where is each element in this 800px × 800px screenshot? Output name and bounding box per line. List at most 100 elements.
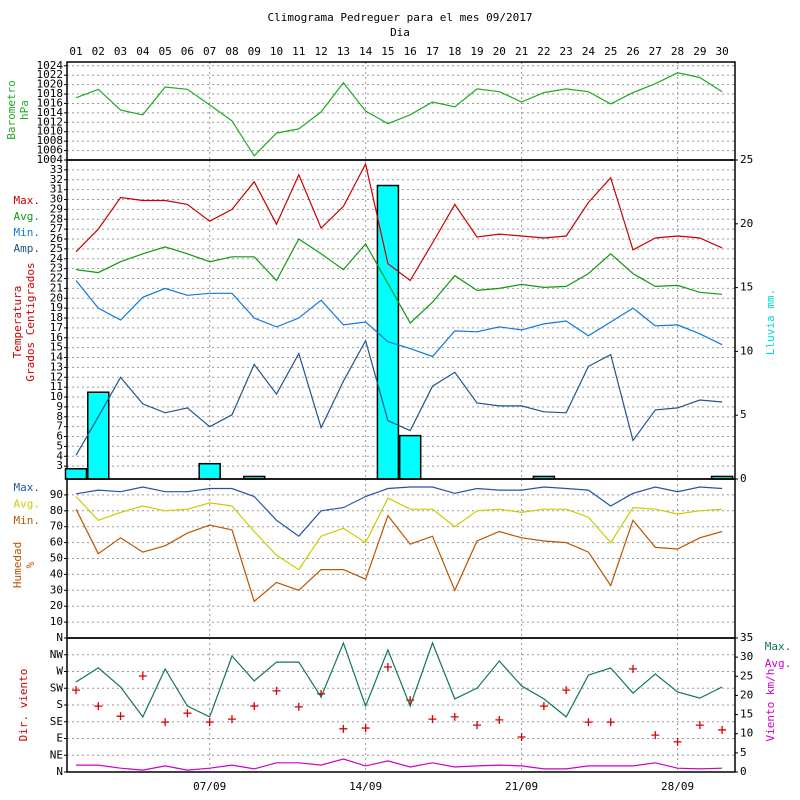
marker — [227, 715, 236, 724]
y-tick-label: 40 — [50, 567, 63, 580]
x-tick-label: 25 — [604, 45, 617, 58]
y-axis-title: hPa — [18, 100, 31, 120]
y-tick-label: W — [56, 665, 63, 678]
marker — [651, 731, 660, 740]
y2-tick-label: 10 — [740, 727, 753, 740]
x-tick-label: 11 — [292, 45, 305, 58]
y-tick-label: 1022 — [37, 68, 64, 81]
x-tick-label: 26 — [626, 45, 639, 58]
x-tick-label: 19 — [470, 45, 483, 58]
y-axis-title: Grados Centigrados — [24, 262, 37, 381]
y-tick-label: 22 — [50, 272, 63, 285]
y2-tick-label: 0 — [740, 765, 747, 778]
y-tick-label: 3 — [56, 459, 63, 472]
y-tick-label: 16 — [50, 331, 63, 344]
date-label: 14/09 — [349, 780, 382, 793]
x-tick-label: 21 — [515, 45, 528, 58]
y-tick-label: 80 — [50, 504, 63, 517]
y2-tick-label: 0 — [740, 472, 747, 485]
x-tick-label: 06 — [181, 45, 194, 58]
marker — [473, 721, 482, 730]
marker — [673, 737, 682, 746]
line — [75, 238, 723, 324]
y-tick-label: 9 — [56, 400, 63, 413]
date-label: 07/09 — [193, 780, 226, 793]
marker — [562, 686, 571, 695]
line — [75, 496, 723, 571]
y2-axis-title: Lluvia mm. — [764, 289, 777, 355]
y-tick-label: 50 — [50, 552, 63, 565]
y2-tick-label: 20 — [740, 688, 753, 701]
marker — [428, 715, 437, 724]
legend-entry: Max. — [14, 481, 41, 494]
x-tick-label: 29 — [693, 45, 706, 58]
x-tick-label: 27 — [649, 45, 662, 58]
marker — [250, 702, 259, 711]
y-tick-label: N — [56, 765, 63, 778]
bar — [64, 468, 88, 480]
marker — [361, 724, 370, 733]
line — [75, 162, 723, 282]
chart-title: Climograma Pedreguer para el mes 09/2017 — [268, 11, 533, 24]
legend-entry: Avg. — [14, 498, 41, 511]
line — [75, 72, 723, 157]
y-tick-label: 20 — [50, 599, 63, 612]
x-axis-title: Dia — [390, 26, 410, 39]
y2-tick-label: 35 — [740, 631, 753, 644]
y-tick-label: E — [56, 732, 63, 745]
y-tick-label: 33 — [50, 163, 63, 176]
x-tick-label: 02 — [92, 45, 105, 58]
y2-tick-label: 15 — [740, 708, 753, 721]
y-tick-label: 20 — [50, 291, 63, 304]
marker — [294, 702, 303, 711]
y-tick-label: 11 — [50, 380, 63, 393]
panel-frame — [66, 61, 736, 161]
x-tick-label: 03 — [114, 45, 127, 58]
line — [76, 758, 723, 771]
y-tick-label: S — [56, 698, 63, 711]
legend-entry: Amp. — [14, 242, 41, 255]
y-tick-label: 10 — [50, 615, 63, 628]
y2-tick-label: 5 — [740, 746, 747, 759]
marker — [72, 686, 80, 695]
x-tick-label: 17 — [426, 45, 439, 58]
y-tick-label: 60 — [50, 536, 63, 549]
x-tick-label: 28 — [671, 45, 684, 58]
y2-tick-label: 25 — [740, 669, 753, 682]
x-tick-label: 22 — [537, 45, 550, 58]
y-tick-label: 1010 — [37, 125, 64, 138]
legend-entry: Avg. — [14, 210, 41, 223]
y-tick-label: N — [56, 631, 63, 644]
date-label: 28/09 — [661, 780, 694, 793]
y-tick-label: SE — [50, 715, 63, 728]
marker — [161, 718, 170, 727]
y-tick-label: 18 — [50, 311, 63, 324]
legend-entry: Min. — [14, 226, 41, 239]
y-tick-label: 30 — [50, 193, 63, 206]
marker — [539, 702, 548, 711]
line — [75, 486, 723, 538]
marker — [116, 712, 125, 721]
y-tick-label: 10 — [50, 390, 63, 403]
y-tick-label: 1024 — [37, 59, 64, 72]
marker — [138, 671, 147, 680]
x-tick-label: 07 — [203, 45, 216, 58]
y-tick-label: 1018 — [37, 87, 64, 100]
y-tick-label: SW — [50, 681, 64, 694]
y2-tick-label: 10 — [740, 344, 753, 357]
y-tick-label: 1016 — [37, 96, 64, 109]
y-tick-label: 1020 — [37, 78, 64, 91]
y-axis-title: % — [24, 561, 37, 568]
panel-frame — [66, 637, 736, 773]
y-tick-label: 14 — [50, 351, 64, 364]
y2-tick-label: 25 — [740, 153, 753, 166]
x-tick-label: 14 — [359, 45, 373, 58]
line — [75, 508, 723, 603]
y-axis-title: Humedad — [11, 542, 24, 588]
y-tick-label: 32 — [50, 173, 63, 186]
marker — [450, 712, 459, 721]
y-tick-label: 70 — [50, 520, 63, 533]
date-label: 21/09 — [505, 780, 538, 793]
y-tick-label: 24 — [50, 252, 64, 265]
